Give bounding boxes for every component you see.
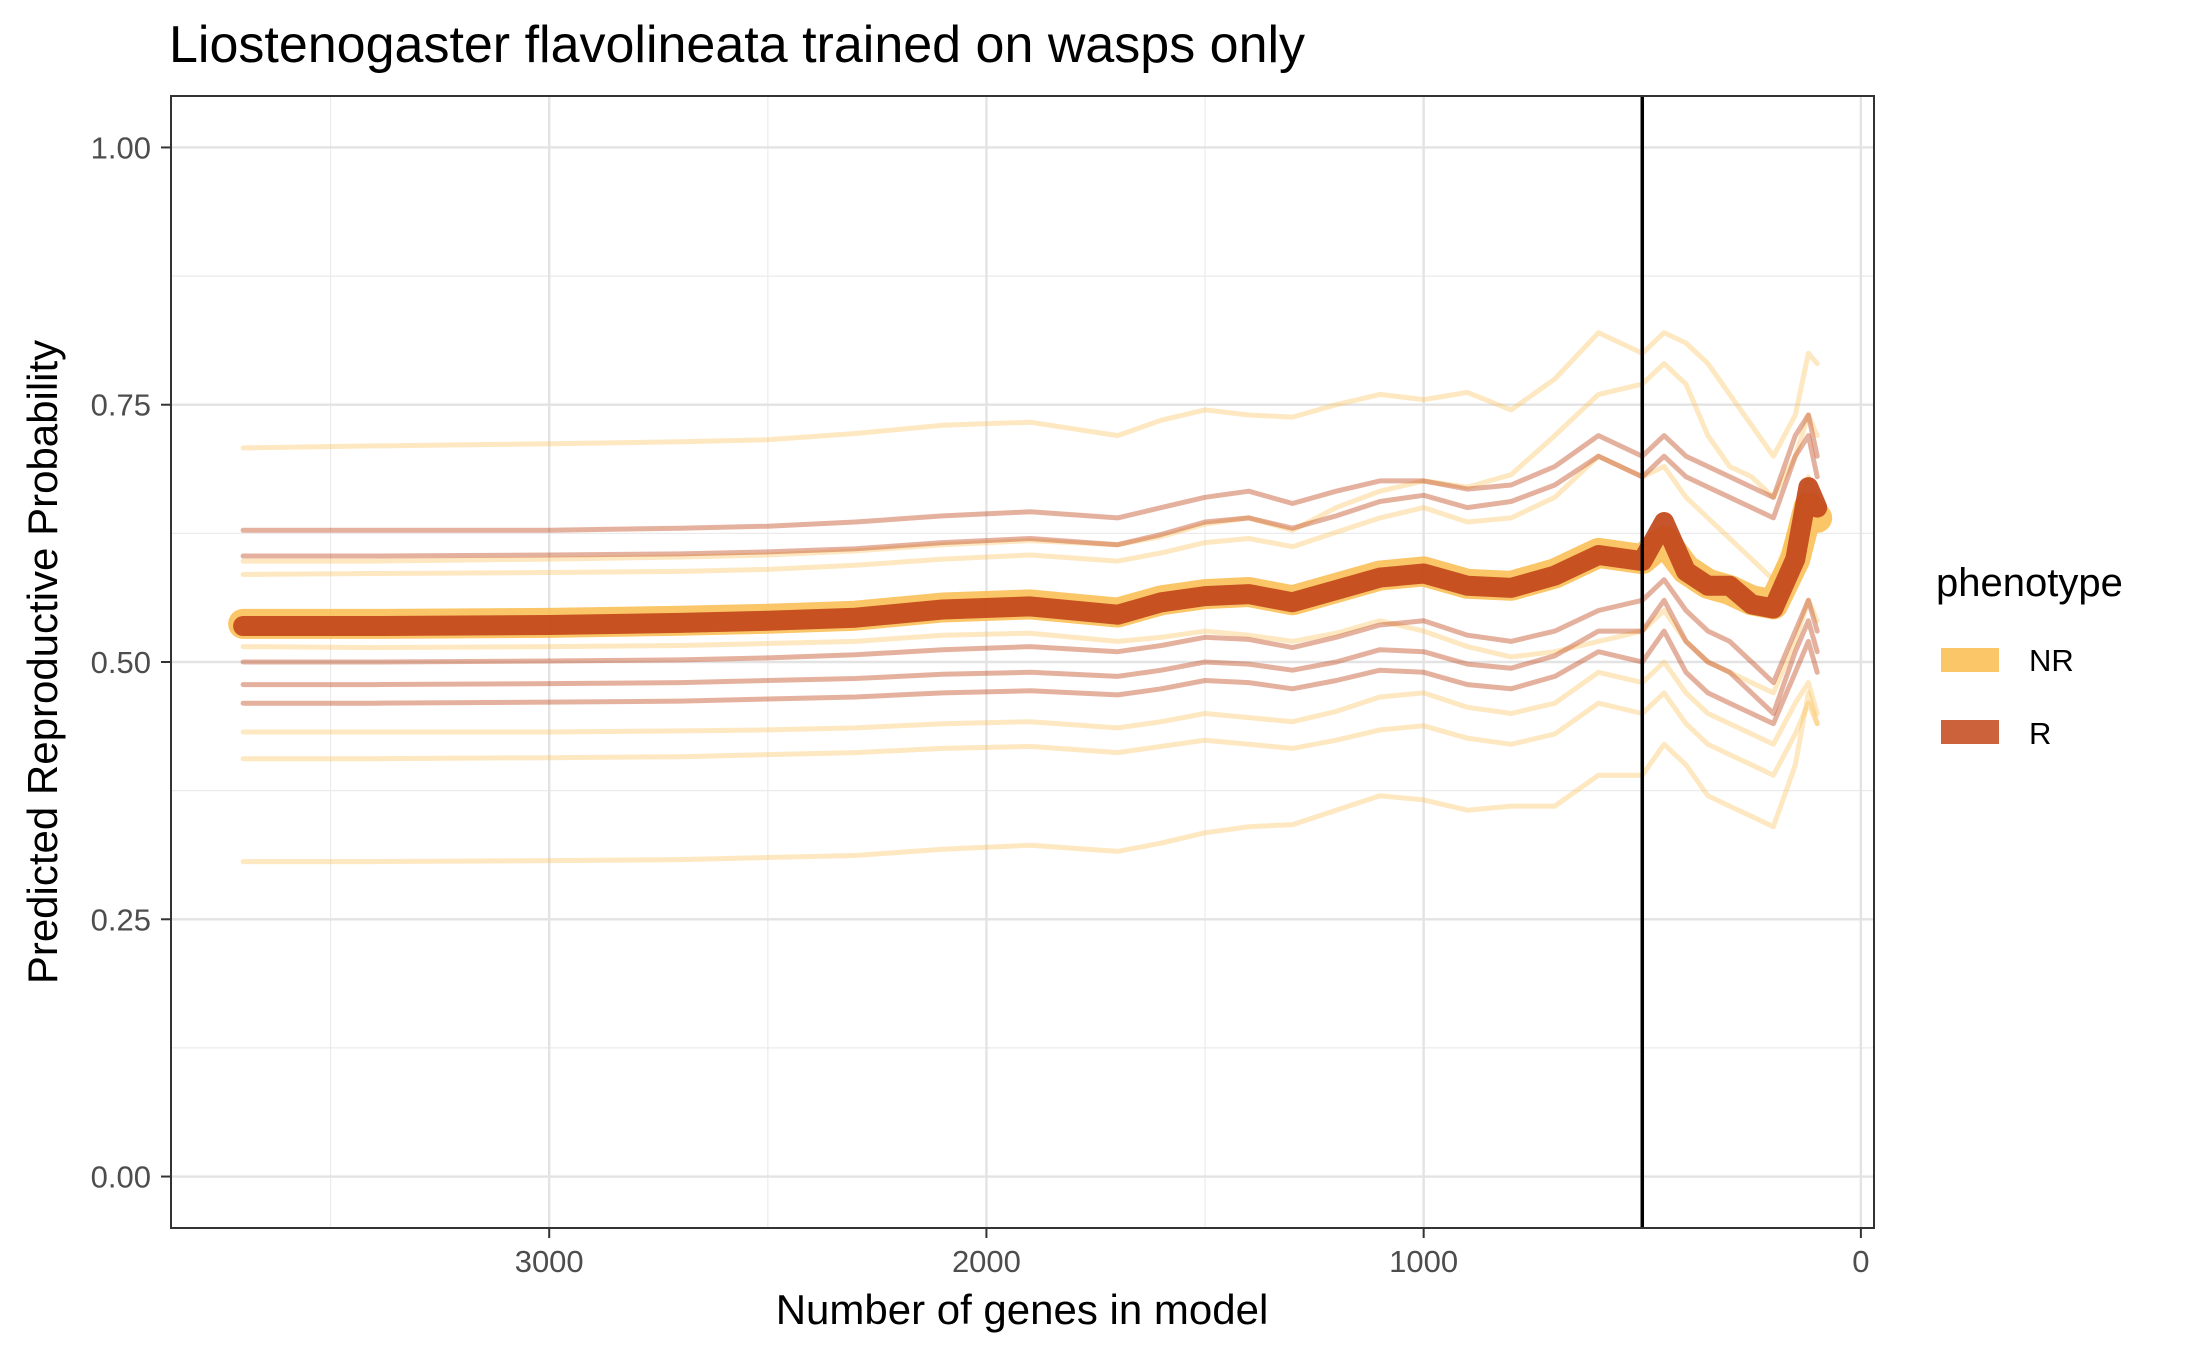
series-line-r-8 bbox=[240, 433, 1820, 559]
series-lines bbox=[228, 330, 1833, 865]
x-tick-label: 0 bbox=[1852, 1244, 1869, 1279]
series-line-r-9 bbox=[240, 577, 1820, 686]
series-line-nr-0 bbox=[240, 330, 1820, 459]
legend-label-nr: NR bbox=[2029, 643, 2074, 678]
y-tick-label: 0.75 bbox=[91, 388, 151, 423]
x-axis: 3000 2000 1000 0 bbox=[515, 1228, 1870, 1279]
legend-title: phenotype bbox=[1936, 561, 2123, 605]
y-tick-label: 0.25 bbox=[91, 902, 151, 937]
series-line-r-11 bbox=[240, 628, 1820, 727]
x-tick-label: 1000 bbox=[1389, 1244, 1458, 1279]
legend-item-r: R bbox=[1941, 716, 2051, 751]
legend-key-nr bbox=[1941, 648, 1999, 672]
y-tick-label: 0.50 bbox=[91, 645, 151, 680]
x-axis-title: Number of genes in model bbox=[776, 1286, 1269, 1333]
plot-panel bbox=[170, 95, 1875, 1229]
mean-line-r bbox=[233, 477, 1828, 636]
series-line-nr-6 bbox=[240, 690, 1820, 865]
legend-key-r bbox=[1941, 720, 1999, 744]
y-axis-title: Predicted Reproductive Probability bbox=[19, 340, 66, 984]
y-axis: 0.00 0.25 0.50 0.75 1.00 bbox=[91, 130, 171, 1195]
series-line-nr-3 bbox=[240, 597, 1820, 696]
series-line-r-10 bbox=[240, 597, 1820, 716]
series-line-nr-1 bbox=[240, 361, 1820, 564]
series-line-nr-2 bbox=[240, 453, 1820, 583]
y-tick-label: 1.00 bbox=[91, 130, 151, 165]
legend: phenotype NR R bbox=[1936, 561, 2123, 751]
grid-major bbox=[171, 96, 1874, 1228]
series-line-nr-4 bbox=[240, 659, 1820, 747]
x-tick-label: 3000 bbox=[515, 1244, 584, 1279]
series-line-r-7 bbox=[240, 412, 1820, 533]
series-line-nr-5 bbox=[240, 690, 1820, 778]
legend-item-nr: NR bbox=[1941, 643, 2074, 678]
chart-title: Liostenogaster flavolineata trained on w… bbox=[169, 16, 1305, 74]
x-tick-label: 2000 bbox=[952, 1244, 1021, 1279]
y-tick-label: 0.00 bbox=[91, 1160, 151, 1195]
legend-label-r: R bbox=[2029, 716, 2051, 751]
